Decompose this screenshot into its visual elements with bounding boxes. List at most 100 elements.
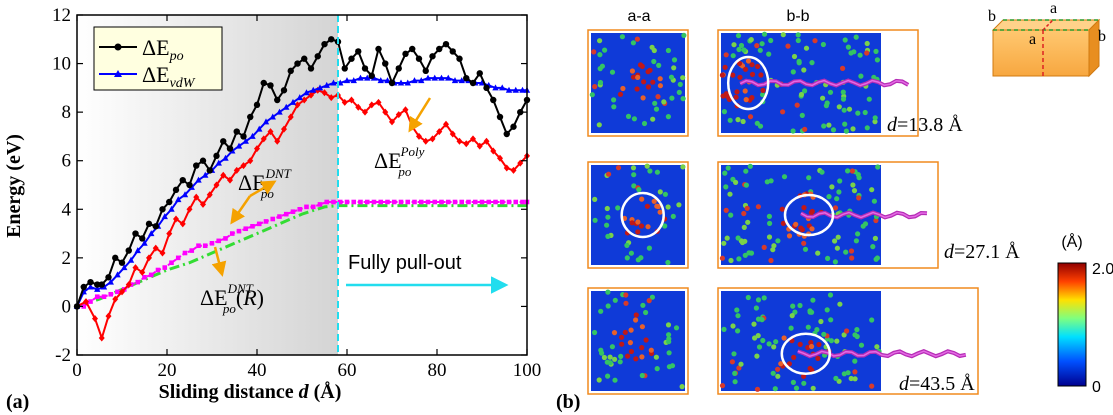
- point-vdw: [121, 264, 128, 271]
- point-po: [341, 65, 348, 72]
- d-label-row1: d=13.8 Å: [887, 114, 963, 136]
- point-dnt: [108, 291, 114, 297]
- point-po: [159, 206, 166, 213]
- point-po: [199, 157, 207, 164]
- col-a-title: a-a: [627, 8, 650, 25]
- point-vdw: [148, 230, 155, 237]
- snapshot-2: [717, 29, 919, 137]
- point-dnt: [385, 199, 390, 205]
- point-po: [436, 45, 443, 53]
- point-po: [166, 198, 173, 206]
- panel-b-label: (b): [556, 391, 580, 413]
- x-tick-label: 100: [513, 360, 542, 381]
- highlight-circle: [726, 55, 770, 111]
- point-po: [152, 223, 159, 230]
- point-dnt: [520, 199, 525, 205]
- point-po: [145, 220, 153, 228]
- y-tick-label: 2: [62, 248, 72, 269]
- point-dnt: [283, 211, 289, 217]
- highlight-circle: [620, 191, 665, 239]
- point-poly: [281, 125, 287, 133]
- point-po: [368, 72, 375, 79]
- point-vdw: [323, 81, 330, 88]
- point-vdw: [161, 213, 168, 220]
- x-tick-label: 20: [158, 360, 177, 381]
- point-dnt: [236, 228, 242, 234]
- y-tick-label: 6: [62, 151, 72, 172]
- point-poly: [443, 120, 449, 128]
- point-poly: [152, 244, 159, 252]
- point-dnt: [135, 279, 141, 285]
- point-poly: [274, 137, 281, 145]
- point-vdw: [492, 84, 499, 91]
- point-vdw: [411, 77, 418, 84]
- point-dnt: [344, 199, 350, 205]
- point-po: [382, 60, 389, 67]
- highlight-circle: [780, 332, 832, 375]
- point-vdw: [256, 125, 263, 132]
- point-dnt: [445, 199, 451, 205]
- point-po: [105, 274, 112, 281]
- point-vdw: [242, 137, 249, 144]
- colorbar-unit: (Å): [1061, 232, 1082, 251]
- y-tick-label: 8: [62, 102, 72, 123]
- point-po: [496, 113, 504, 121]
- point-dnt: [229, 231, 235, 236]
- point-vdw: [404, 79, 411, 86]
- point-dnt: [486, 199, 492, 205]
- point-vdw: [94, 285, 101, 292]
- plot-frame: [76, 14, 528, 356]
- point-dnt: [169, 260, 174, 266]
- point-vdw: [397, 79, 405, 86]
- box-label-a-front: a: [1029, 31, 1036, 48]
- legend-marker-vdw: [114, 70, 122, 77]
- y-tick-label: -2: [55, 345, 71, 366]
- point-vdw: [451, 77, 459, 84]
- point-dnt: [202, 243, 208, 249]
- d-label-row2: d=27.1 Å: [944, 241, 1020, 263]
- point-po: [132, 230, 139, 237]
- point-vdw: [195, 176, 202, 183]
- point-vdw: [458, 77, 465, 84]
- point-po: [294, 60, 301, 67]
- point-poly: [83, 298, 89, 306]
- panel-a-label: (a): [6, 391, 29, 413]
- box-schematic: b b a a: [988, 0, 1106, 78]
- point-dnt: [337, 199, 343, 205]
- point-vdw: [134, 247, 141, 254]
- point-poly: [119, 288, 125, 296]
- point-vdw: [384, 77, 391, 84]
- colorbar-max: 2.0: [1092, 261, 1113, 278]
- point-dnt: [304, 204, 309, 210]
- point-poly: [294, 101, 301, 109]
- point-po: [314, 53, 321, 60]
- y-tick-label: 10: [52, 54, 71, 75]
- point-vdw: [175, 196, 182, 203]
- point-vdw: [87, 283, 94, 290]
- point-dnt: [196, 243, 201, 249]
- point-vdw: [357, 74, 364, 81]
- point-dnt: [398, 199, 404, 205]
- point-dnt: [155, 267, 161, 273]
- point-vdw: [330, 79, 337, 86]
- box-label-a-top: a: [1050, 0, 1057, 17]
- colorbar-min: 0: [1092, 379, 1101, 396]
- point-po: [355, 48, 362, 55]
- point-vdw: [249, 132, 256, 139]
- point-po: [348, 55, 355, 62]
- snapshot-4: [717, 161, 939, 269]
- point-dnt: [162, 265, 168, 270]
- point-dnt: [351, 199, 357, 205]
- point-poly: [200, 200, 206, 208]
- point-po: [247, 113, 254, 121]
- point-po: [490, 96, 497, 104]
- point-poly: [125, 281, 132, 289]
- point-dnt: [371, 199, 377, 205]
- point-po: [98, 281, 105, 288]
- point-vdw: [499, 84, 506, 91]
- point-poly: [470, 135, 476, 143]
- point-vdw: [418, 77, 425, 84]
- point-poly: [193, 193, 200, 201]
- point-vdw: [283, 103, 290, 110]
- point-dnt: [277, 214, 282, 219]
